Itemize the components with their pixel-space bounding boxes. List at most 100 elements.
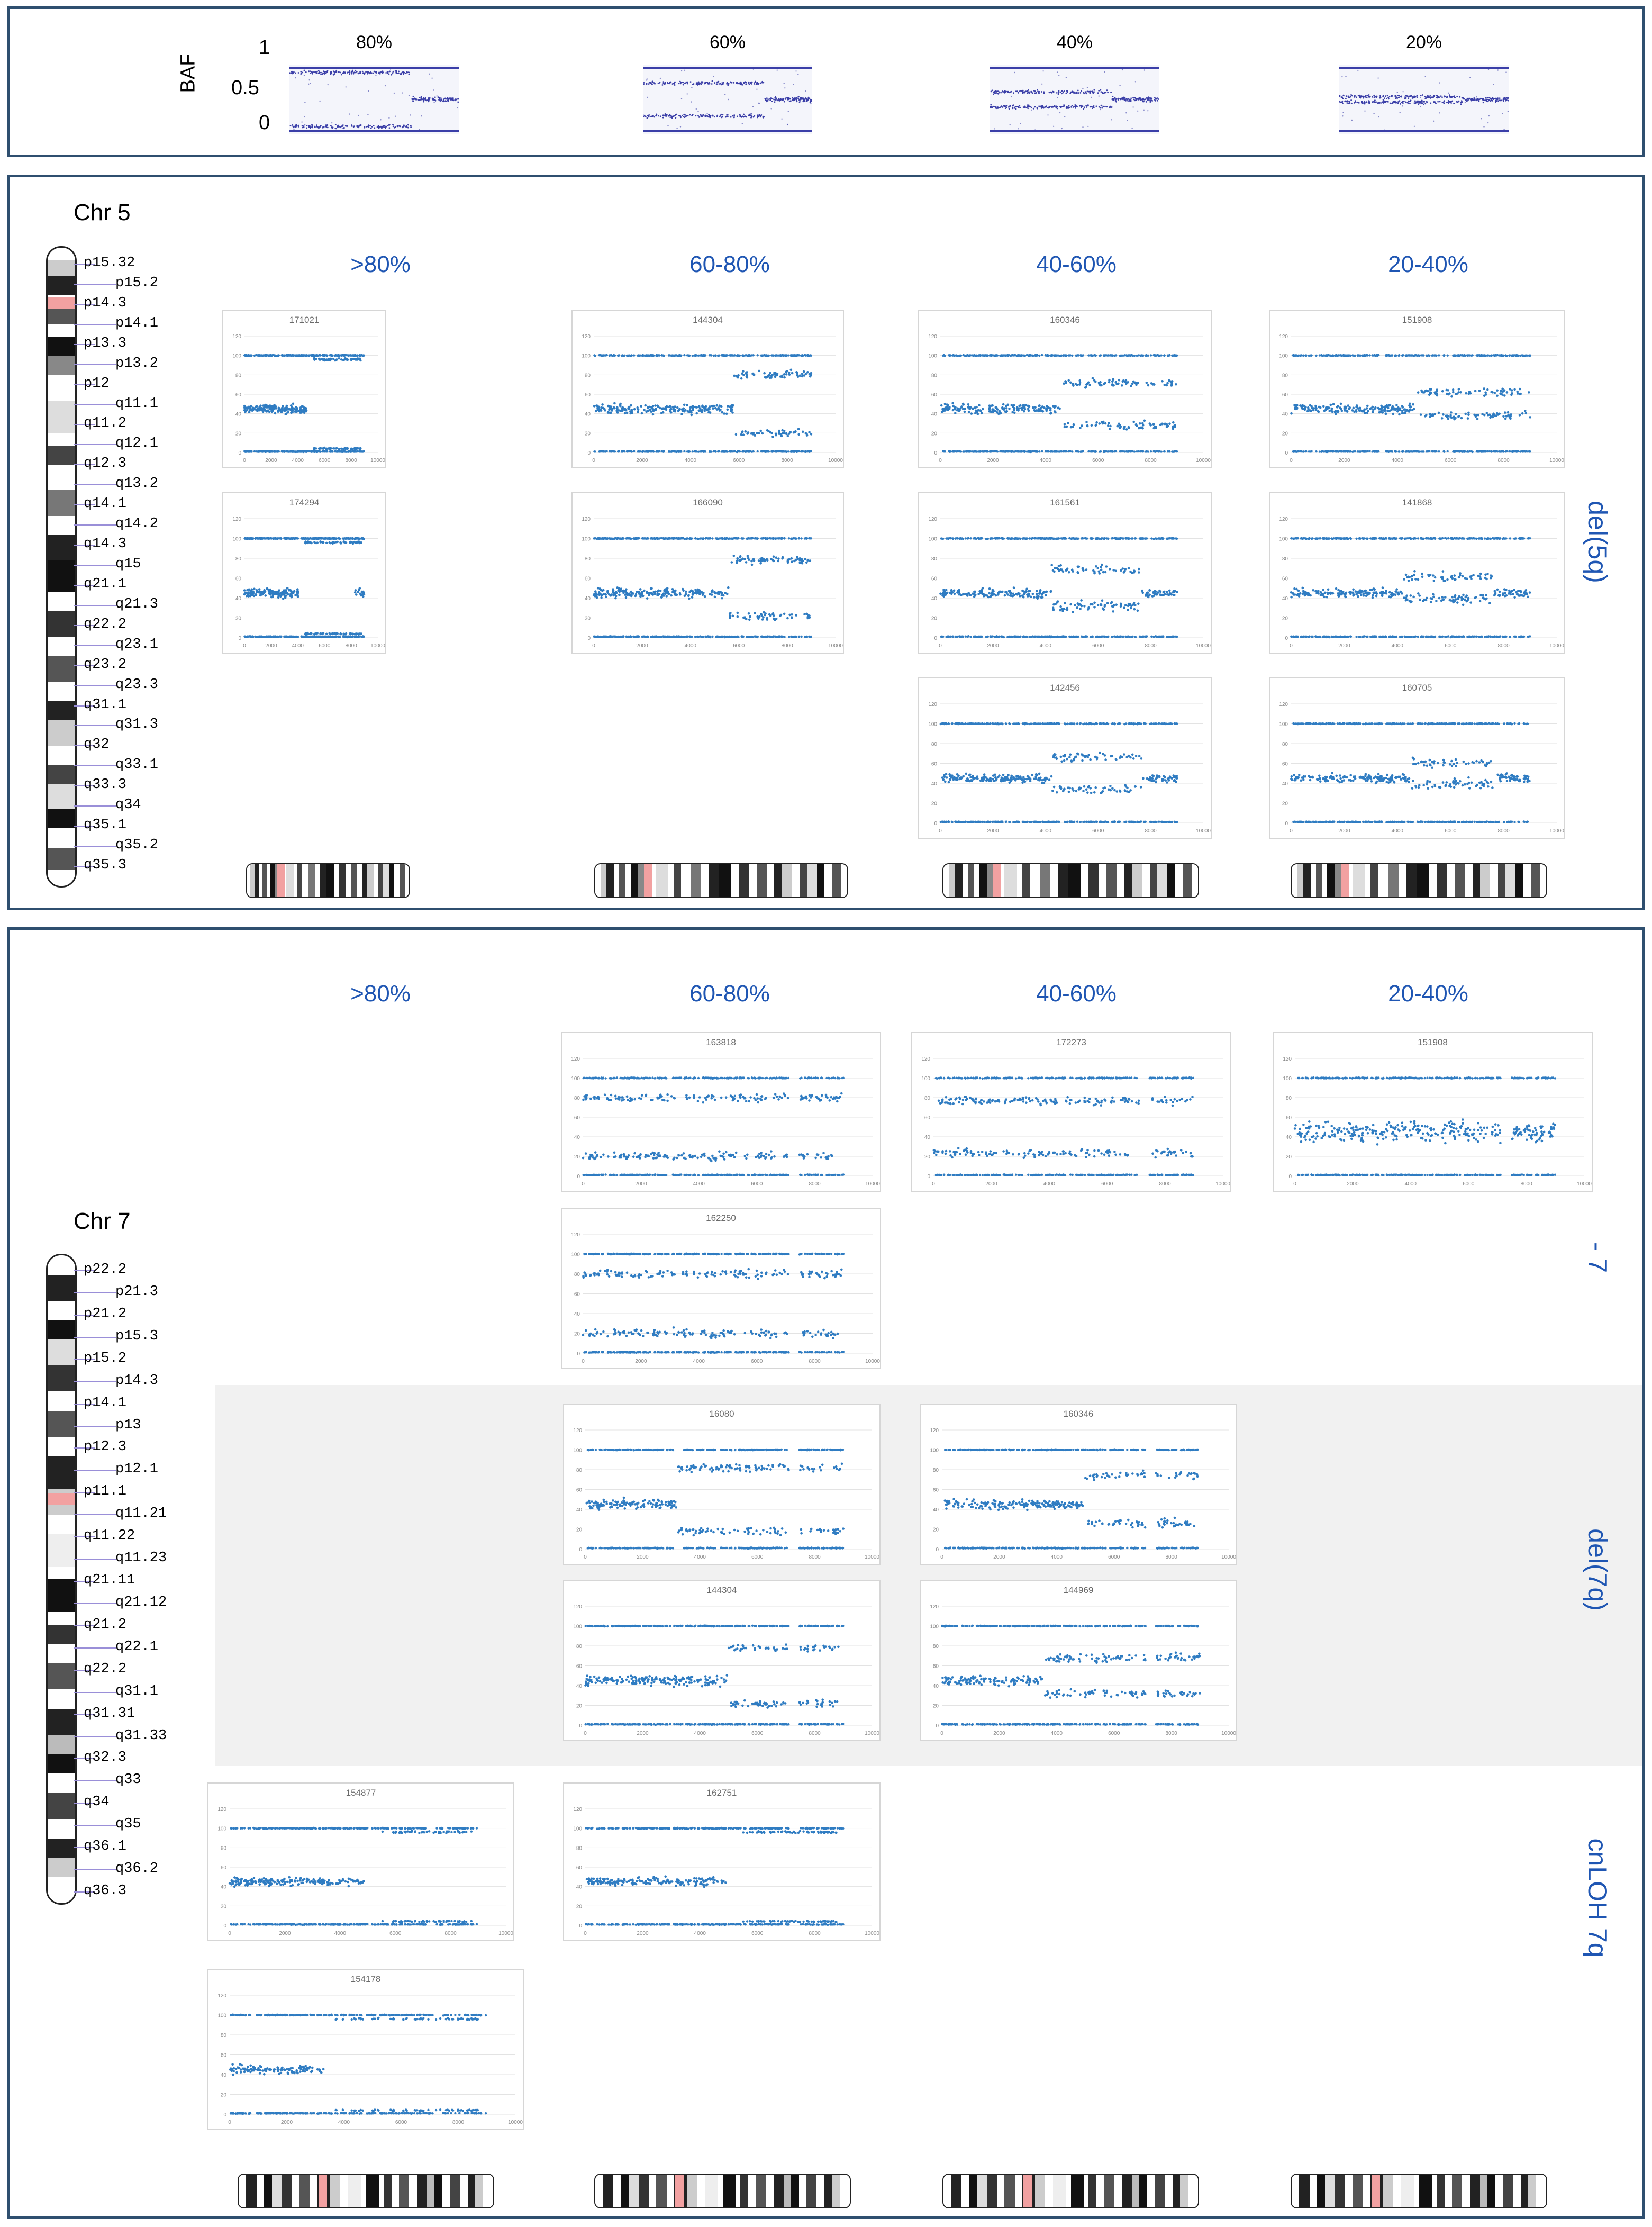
plot-sample-id: 151908 — [1402, 315, 1432, 325]
svg-text:100: 100 — [1279, 354, 1288, 359]
chr5-title: Chr 5 — [74, 200, 131, 225]
scatter-plot-c5_10: 160705 0 20 40 60 80 100 120 0 2000 4000 6000 8000 10… — [1269, 677, 1565, 839]
svg-text:60: 60 — [931, 392, 938, 398]
plot-sample-id: 160705 — [1402, 683, 1432, 693]
svg-text:80: 80 — [235, 373, 242, 378]
svg-text:40: 40 — [235, 412, 242, 418]
band-label: q14.3 — [84, 536, 127, 553]
band-label: q11.23 — [115, 1550, 167, 1567]
svg-text:8000: 8000 — [781, 458, 793, 464]
band-tick — [74, 1891, 95, 1893]
chr7-ideogram — [46, 1254, 77, 1905]
baf-plot-60 — [643, 65, 812, 134]
chr5-hideogram-4 — [1291, 863, 1547, 898]
svg-text:2000: 2000 — [987, 458, 999, 464]
chr7-hideogram-2 — [594, 2174, 851, 2208]
svg-text:40: 40 — [585, 412, 591, 418]
band-label: q15 — [115, 556, 141, 572]
band-label: p13.2 — [115, 355, 159, 372]
chr7-col-20-40: 20-40% — [1388, 981, 1468, 1007]
chr5-hideogram-1 — [246, 863, 410, 898]
plot-sample-id: 162250 — [706, 1213, 736, 1223]
svg-text:2000: 2000 — [265, 458, 277, 464]
svg-text:8000: 8000 — [1497, 458, 1510, 464]
svg-text:120: 120 — [582, 334, 591, 340]
band-tick — [74, 1292, 116, 1293]
band-tick — [74, 1270, 95, 1271]
svg-text:80: 80 — [585, 373, 591, 378]
svg-text:6000: 6000 — [733, 458, 745, 464]
band-label: q33.1 — [115, 757, 159, 773]
svg-text:10000: 10000 — [370, 458, 385, 464]
plot-sample-id: 144969 — [1063, 1585, 1094, 1595]
baf-tick-0: 0 — [259, 112, 270, 134]
chr7-col-60-80: 60-80% — [689, 981, 770, 1007]
band-label: p15.3 — [115, 1328, 159, 1344]
plot-sample-id: 171021 — [289, 315, 320, 325]
band-label: q11.1 — [115, 395, 159, 412]
band-tick — [74, 725, 116, 727]
band-label: p15.2 — [84, 1350, 127, 1366]
baf-panel: BAF 1 0.5 0 80% 60% 40% 20% — [7, 6, 1645, 157]
baf-pct-20: 20% — [1405, 32, 1442, 52]
band-label: q22.2 — [84, 616, 127, 632]
svg-text:10000: 10000 — [1196, 458, 1211, 464]
scatter-plot-c5_1: 171021 0 20 40 60 80 100 120 0 2000 4000 6000 8000 10… — [222, 310, 386, 468]
chr5-row-label-del5q: del(5q) — [1583, 501, 1612, 583]
band-label: p22.2 — [84, 1262, 127, 1278]
band-tick — [74, 565, 116, 566]
band-label: q21.12 — [115, 1594, 167, 1610]
plot-sample-id: 141868 — [1402, 497, 1432, 508]
chr7-hideogram-1 — [238, 2174, 494, 2208]
plot-sample-id: 144304 — [693, 315, 723, 325]
band-label: q33.3 — [84, 777, 127, 793]
band-tick — [74, 1425, 116, 1427]
svg-text:0: 0 — [238, 450, 241, 456]
scatter-plot-c7_5: 16080 0 20 40 60 80 100 120 0 2000 4000 6000 8000 100… — [563, 1404, 881, 1565]
plot-sample-id: 160346 — [1050, 315, 1080, 325]
svg-text:4000: 4000 — [1392, 458, 1404, 464]
band-tick — [74, 1825, 116, 1826]
band-label: q22.2 — [84, 1661, 127, 1677]
band-label: q35 — [115, 1816, 141, 1833]
svg-text:20: 20 — [235, 431, 242, 437]
band-label: q34 — [84, 1794, 110, 1810]
band-label: q11.22 — [84, 1528, 135, 1544]
svg-text:2000: 2000 — [636, 458, 648, 464]
band-tick — [74, 846, 116, 847]
band-label: q12.3 — [84, 456, 127, 472]
plot-sample-id: 166090 — [693, 497, 723, 508]
band-tick — [74, 1559, 116, 1560]
band-tick — [74, 826, 95, 827]
band-tick — [74, 1536, 95, 1538]
band-tick — [74, 1714, 95, 1715]
plot-sample-id: 142456 — [1050, 683, 1080, 693]
band-tick — [74, 484, 116, 486]
band-tick — [74, 1803, 95, 1804]
scatter-plot-c5_9: 142456 0 20 40 60 80 100 120 0 2000 4000 6000 8000 10… — [918, 677, 1212, 839]
band-tick — [74, 444, 116, 446]
band-tick — [74, 584, 95, 586]
svg-text:8000: 8000 — [345, 458, 357, 464]
plot-sample-id: 160346 — [1063, 1409, 1094, 1419]
band-label: q21.2 — [84, 1616, 127, 1633]
band-tick — [74, 343, 95, 345]
scatter-plot-c5_4: 151908 0 20 40 60 80 100 120 0 2000 4000 6000 8000 10… — [1269, 310, 1565, 468]
band-label: q35.3 — [84, 857, 127, 873]
svg-text:100: 100 — [232, 354, 241, 359]
band-tick — [74, 1647, 116, 1649]
band-tick — [74, 1581, 95, 1582]
scatter-plot-c7_6: 160346 0 20 40 60 80 100 120 0 2000 4000 6000 8000 10… — [920, 1404, 1237, 1565]
svg-text:20: 20 — [585, 431, 591, 437]
scatter-plot-c5_2: 144304 0 20 40 60 80 100 120 0 2000 4000 6000 8000 10… — [571, 310, 844, 468]
svg-text:60: 60 — [235, 392, 242, 398]
baf-plot-20 — [1339, 65, 1509, 134]
band-tick — [74, 283, 116, 285]
scatter-plot-c5_6: 166090 0 20 40 60 80 100 120 0 2000 4000 6000 8000 10… — [571, 492, 844, 654]
svg-text:20: 20 — [931, 431, 938, 437]
plot-sample-id: 174294 — [289, 497, 320, 508]
baf-tick-0-5: 0.5 — [231, 77, 259, 99]
svg-text:6000: 6000 — [319, 458, 331, 464]
band-label: q31.31 — [84, 1705, 135, 1722]
band-tick — [74, 1470, 116, 1471]
